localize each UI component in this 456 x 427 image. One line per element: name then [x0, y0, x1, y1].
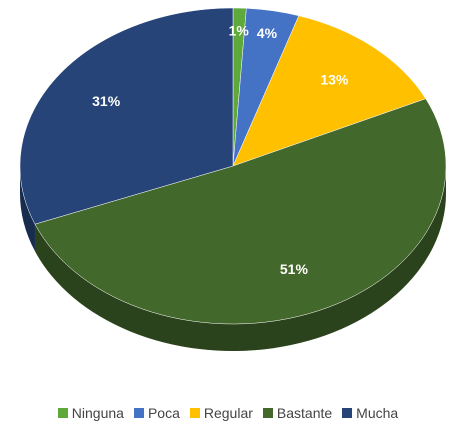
- legend-swatch: [262, 408, 273, 418]
- slice-side: [20, 166, 35, 252]
- legend-swatch: [57, 408, 68, 418]
- legend-swatch: [189, 408, 200, 418]
- data-label: 4%: [257, 25, 278, 41]
- data-label: 1%: [229, 22, 250, 38]
- slice: [19, 7, 234, 225]
- data-label: 31%: [92, 93, 121, 109]
- slice-shade: [34, 166, 446, 351]
- legend-label: Poca: [147, 405, 180, 421]
- legend-item: Regular: [189, 405, 253, 421]
- legend-label: Regular: [203, 405, 253, 421]
- legend-label: Ninguna: [71, 405, 124, 421]
- legend-swatch: [133, 408, 144, 418]
- slice-side: [34, 166, 446, 351]
- data-label: 13%: [320, 71, 349, 87]
- chart: 1% 4% 13% 51% 31%: [19, 7, 447, 351]
- data-label: 51%: [280, 261, 309, 277]
- legend-label: Bastante: [276, 405, 333, 421]
- legend-swatch: [342, 408, 353, 418]
- slice: [232, 15, 427, 167]
- legend-item: Ninguna: [57, 405, 124, 421]
- legend-item: Mucha: [342, 405, 398, 421]
- legend: Ninguna Poca Regular Bastante Mucha: [0, 405, 456, 421]
- slice-shade: [20, 166, 35, 252]
- legend-item: Bastante: [262, 405, 333, 421]
- legend-item: Poca: [133, 405, 180, 421]
- slice: [34, 98, 447, 325]
- legend-label: Mucha: [356, 405, 399, 421]
